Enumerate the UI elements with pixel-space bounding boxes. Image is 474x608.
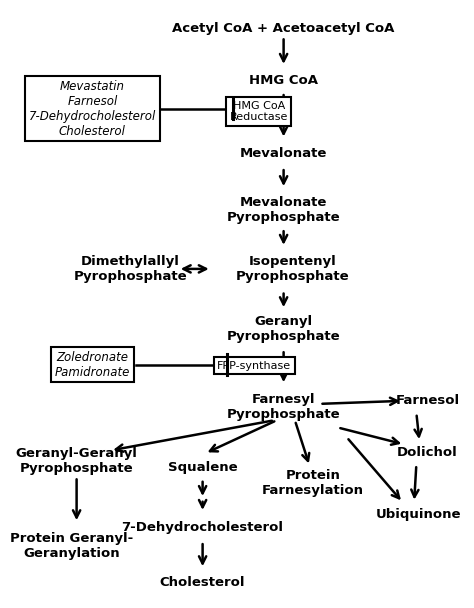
Text: Zoledronate
Pamidronate: Zoledronate Pamidronate <box>55 351 130 379</box>
Text: HMG CoA
Reductase: HMG CoA Reductase <box>230 101 288 122</box>
Text: 7-Dehydrocholesterol: 7-Dehydrocholesterol <box>122 522 283 534</box>
Text: FPP-synthase: FPP-synthase <box>217 361 292 371</box>
Text: Farnesyl
Pyrophosphate: Farnesyl Pyrophosphate <box>227 393 340 421</box>
Text: Protein
Farnesylation: Protein Farnesylation <box>262 469 364 497</box>
Text: Isopentenyl
Pyrophosphate: Isopentenyl Pyrophosphate <box>236 255 349 283</box>
Text: Dolichol: Dolichol <box>397 446 458 459</box>
Text: Mevalonate: Mevalonate <box>240 147 327 161</box>
Text: Ubiquinone: Ubiquinone <box>376 508 461 521</box>
Text: Acetyl CoA + Acetoacetyl CoA: Acetyl CoA + Acetoacetyl CoA <box>173 22 395 35</box>
Text: Dimethylallyl
Pyrophosphate: Dimethylallyl Pyrophosphate <box>74 255 187 283</box>
Text: Farnesol: Farnesol <box>395 395 460 407</box>
Text: HMG CoA: HMG CoA <box>249 74 318 86</box>
Text: Mevastatin
Farnesol
7-Dehydrocholesterol
Cholesterol: Mevastatin Farnesol 7-Dehydrocholesterol… <box>29 80 156 137</box>
Text: Geranyl-Geranyl
Pyrophosphate: Geranyl-Geranyl Pyrophosphate <box>16 447 137 475</box>
Text: Squalene: Squalene <box>168 461 237 474</box>
Text: Protein Geranyl-
Geranylation: Protein Geranyl- Geranylation <box>10 532 134 560</box>
Text: Geranyl
Pyrophosphate: Geranyl Pyrophosphate <box>227 316 340 344</box>
Text: Cholesterol: Cholesterol <box>160 576 246 589</box>
Text: Mevalonate
Pyrophosphate: Mevalonate Pyrophosphate <box>227 196 340 224</box>
